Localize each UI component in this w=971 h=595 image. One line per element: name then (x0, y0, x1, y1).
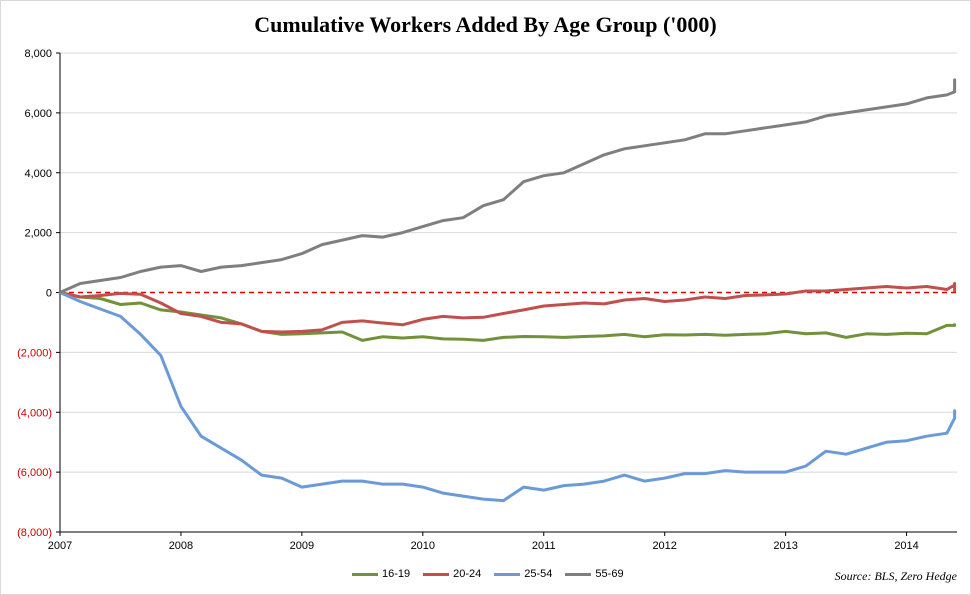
legend-item-16-19: 16-19 (352, 568, 410, 580)
legend-label: 55-69 (595, 568, 624, 580)
x-tick-label: 2013 (773, 540, 797, 552)
y-tick-label: 2,000 (24, 228, 52, 240)
y-tick-label: (8,000) (17, 527, 52, 539)
series-layer (58, 78, 957, 503)
y-tick-label: 4,000 (24, 168, 52, 180)
y-tick-label: 0 (46, 288, 52, 300)
series-line-25-54 (58, 291, 957, 503)
x-tick-label: 2007 (48, 540, 72, 552)
x-tick-label: 2012 (652, 540, 676, 552)
axis-layer (56, 52, 957, 536)
y-tick-label: (6,000) (17, 467, 52, 479)
x-tick-label: 2010 (411, 540, 435, 552)
y-tick-label: 8,000 (24, 48, 52, 60)
legend-label: 25-54 (524, 568, 553, 580)
x-tick-label: 2009 (290, 540, 314, 552)
source-note: Source: BLS, Zero Hedge (834, 569, 957, 583)
legend-label: 20-24 (453, 568, 482, 580)
x-tick-label: 2008 (169, 540, 193, 552)
y-tick-label: (2,000) (17, 347, 52, 359)
legend-item-25-54: 25-54 (494, 568, 552, 580)
y-tick-label: 6,000 (24, 108, 52, 120)
legend-swatch (352, 572, 378, 576)
legend: 16-19 20-24 25-54 55-69 (352, 568, 637, 580)
y-tick-label: (4,000) (17, 407, 52, 419)
series-line-16-19 (58, 291, 957, 342)
legend-item-20-24: 20-24 (423, 568, 481, 580)
legend-swatch (565, 572, 592, 576)
legend-swatch (494, 572, 521, 576)
x-tick-label: 2011 (532, 540, 556, 552)
chart-title: Cumulative Workers Added By Age Group ('… (254, 12, 717, 37)
legend-label: 16-19 (382, 568, 411, 580)
series-line-20-24 (58, 282, 957, 334)
tick-label-layer: 8,000 6,000 4,000 2,000 0 (2,000) (4,000) (6,00… (17, 48, 919, 552)
legend-item-55-69: 55-69 (565, 568, 624, 580)
legend-swatch (423, 572, 450, 576)
x-tick-label: 2014 (894, 540, 918, 552)
series-line-55-69 (58, 78, 957, 294)
